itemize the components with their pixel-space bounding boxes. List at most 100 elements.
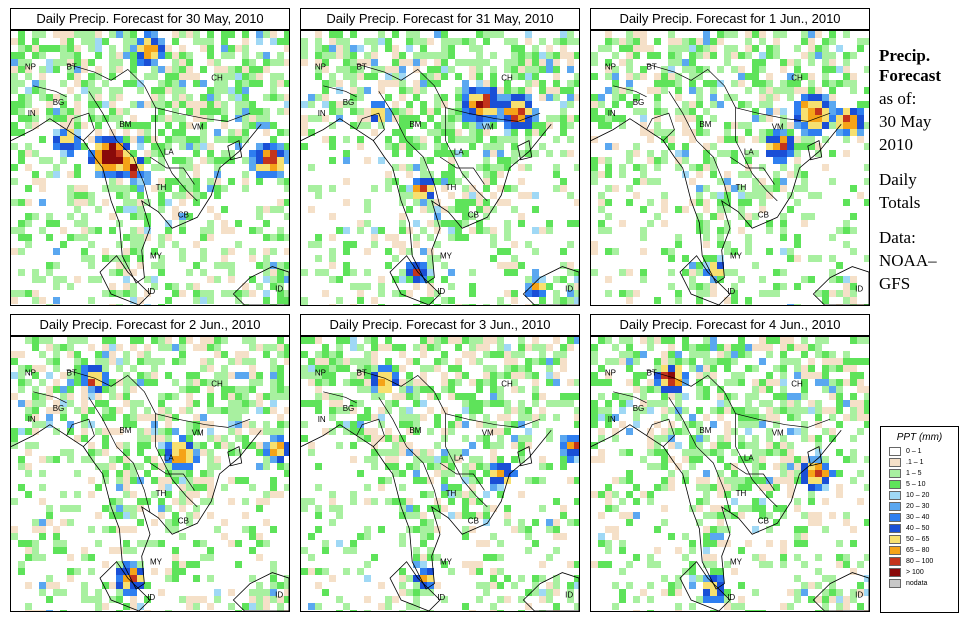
legend-swatch xyxy=(889,579,901,588)
country-label: ID xyxy=(147,287,155,296)
country-label: IN xyxy=(608,109,616,118)
island-outline xyxy=(812,572,869,611)
precip-field xyxy=(11,31,289,305)
legend-swatch xyxy=(889,447,901,456)
legend-item: 20 – 30 xyxy=(889,501,958,512)
island-outline xyxy=(522,266,579,305)
legend-title: PPT (mm) xyxy=(896,432,943,443)
country-label: LA xyxy=(164,147,174,156)
precip-field xyxy=(301,31,579,305)
country-label: BT xyxy=(357,368,367,377)
legend-swatch xyxy=(889,568,901,577)
legend-item: 40 – 50 xyxy=(889,523,958,534)
legend-label: 5 – 10 xyxy=(906,481,926,488)
country-label: TH xyxy=(156,183,167,192)
country-border xyxy=(439,156,485,185)
country-label: MY xyxy=(730,251,743,260)
country-label: BT xyxy=(357,62,367,71)
country-label: CH xyxy=(211,73,223,82)
legend-label: 50 – 65 xyxy=(906,536,930,543)
country-label: BM xyxy=(409,426,421,435)
country-label: BG xyxy=(53,404,65,413)
precip-map: NP BT BG IN BM CH VM LA TH CB MY ID ID xyxy=(590,30,870,306)
panel-title: Daily Precip. Forecast for 2 Jun., 2010 xyxy=(10,314,290,336)
island-outline xyxy=(99,255,151,305)
country-label: BT xyxy=(67,368,77,377)
country-border xyxy=(356,418,385,447)
country-border xyxy=(33,85,67,98)
legend-swatch xyxy=(889,469,901,478)
country-label: CH xyxy=(501,379,513,388)
country-label: BG xyxy=(343,98,355,107)
country-border xyxy=(646,112,675,141)
country-border xyxy=(378,397,441,513)
precip-field xyxy=(591,337,869,611)
country-label: ID xyxy=(565,284,573,293)
country-label: LA xyxy=(164,453,174,462)
country-label: MY xyxy=(150,251,163,260)
country-border xyxy=(66,369,251,428)
legend-label: 40 – 50 xyxy=(906,525,930,532)
legend-label: > 100 xyxy=(906,569,924,576)
legend-label: 1 – 5 xyxy=(906,470,922,477)
data-label: Data: xyxy=(879,228,916,247)
legend-item: 80 – 100 xyxy=(889,556,958,567)
panel-title: Daily Precip. Forecast for 31 May, 2010 xyxy=(300,8,580,30)
country-label: IN xyxy=(28,415,36,424)
country-label: IN xyxy=(28,109,36,118)
coastline xyxy=(591,424,842,590)
coastline xyxy=(301,424,552,590)
legend-swatch xyxy=(889,513,901,522)
country-border xyxy=(155,413,198,508)
country-label: ID xyxy=(727,593,735,602)
legend-swatch xyxy=(889,535,901,544)
coastline xyxy=(301,118,552,284)
country-border xyxy=(356,112,385,141)
legend-item: 65 – 80 xyxy=(889,545,958,556)
country-label: VM xyxy=(772,123,784,132)
legend-label: 80 – 100 xyxy=(906,558,934,565)
precip-map: NP BT BG IN BM CH VM LA TH CB MY ID ID xyxy=(10,336,290,612)
legend-swatch xyxy=(889,491,901,500)
country-label: BM xyxy=(119,120,131,129)
country-label: BG xyxy=(53,98,65,107)
precip-map: NP BT BG IN BM CH VM LA TH CB MY ID ID xyxy=(300,30,580,306)
legend-label: 20 – 30 xyxy=(906,503,930,510)
forecast-panel-6: Daily Precip. Forecast for 4 Jun., 2010 … xyxy=(590,314,870,612)
country-label: ID xyxy=(437,593,445,602)
island-outline xyxy=(227,446,243,467)
country-border xyxy=(378,91,441,207)
country-label: CH xyxy=(211,379,223,388)
source-line-2: GFS xyxy=(879,274,911,293)
island-outline xyxy=(232,266,289,305)
asof-date: 30 May xyxy=(879,112,932,131)
country-label: IN xyxy=(318,109,326,118)
panel-title: Daily Precip. Forecast for 1 Jun., 2010 xyxy=(590,8,870,30)
country-label: ID xyxy=(855,284,863,293)
legend-item: > 100 xyxy=(889,567,958,578)
island-outline xyxy=(517,446,533,467)
country-border xyxy=(66,63,251,122)
country-border xyxy=(323,85,357,98)
totals-label: Totals xyxy=(879,193,921,212)
coastline xyxy=(591,118,842,284)
precip-map: NP BT BG IN BM CH VM LA TH CB MY ID ID xyxy=(300,336,580,612)
island-outline xyxy=(389,255,441,305)
country-label: LA xyxy=(454,147,464,156)
country-border xyxy=(646,63,831,122)
panel-title: Daily Precip. Forecast for 30 May, 2010 xyxy=(10,8,290,30)
country-border xyxy=(323,391,357,404)
panel-title: Daily Precip. Forecast for 4 Jun., 2010 xyxy=(590,314,870,336)
country-label: CB xyxy=(468,516,479,525)
country-label: TH xyxy=(446,183,457,192)
precip-field xyxy=(301,337,579,611)
country-border xyxy=(33,391,67,404)
country-label: TH xyxy=(446,489,457,498)
legend-swatch xyxy=(889,502,901,511)
country-label: LA xyxy=(744,453,754,462)
country-border xyxy=(646,418,675,447)
title-line-2: Forecast xyxy=(879,66,941,85)
asof-label: as of: xyxy=(879,89,917,108)
country-label: MY xyxy=(440,557,453,566)
legend-label: 65 – 80 xyxy=(906,547,930,554)
